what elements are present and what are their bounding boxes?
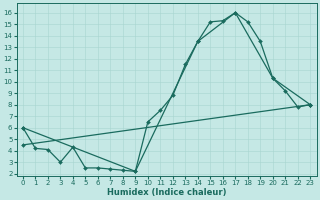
- X-axis label: Humidex (Indice chaleur): Humidex (Indice chaleur): [107, 188, 226, 197]
